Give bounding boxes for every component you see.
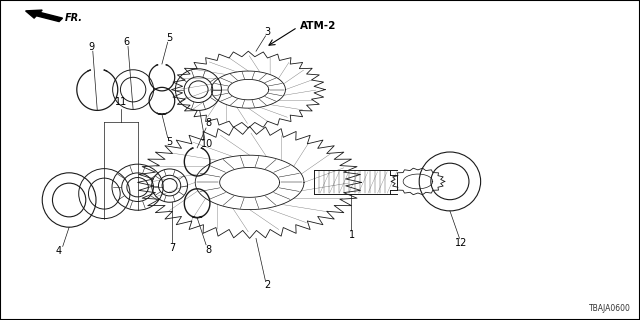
Text: 1: 1 (349, 230, 355, 240)
FancyArrow shape (26, 10, 63, 21)
Text: 4: 4 (56, 246, 62, 256)
Text: 5: 5 (166, 33, 173, 44)
Text: TBAJA0600: TBAJA0600 (589, 304, 630, 313)
Text: 5: 5 (166, 137, 173, 148)
Text: 8: 8 (205, 244, 211, 255)
Text: FR.: FR. (65, 12, 83, 23)
Text: 11: 11 (115, 97, 127, 108)
Text: 10: 10 (200, 139, 213, 149)
Text: 6: 6 (124, 37, 130, 47)
Text: 7: 7 (170, 243, 176, 253)
Text: 12: 12 (454, 238, 467, 248)
Text: 9: 9 (88, 42, 95, 52)
Text: 3: 3 (264, 27, 271, 37)
Text: 2: 2 (264, 280, 271, 291)
Text: 8: 8 (205, 118, 211, 128)
Text: ATM-2: ATM-2 (300, 20, 336, 31)
